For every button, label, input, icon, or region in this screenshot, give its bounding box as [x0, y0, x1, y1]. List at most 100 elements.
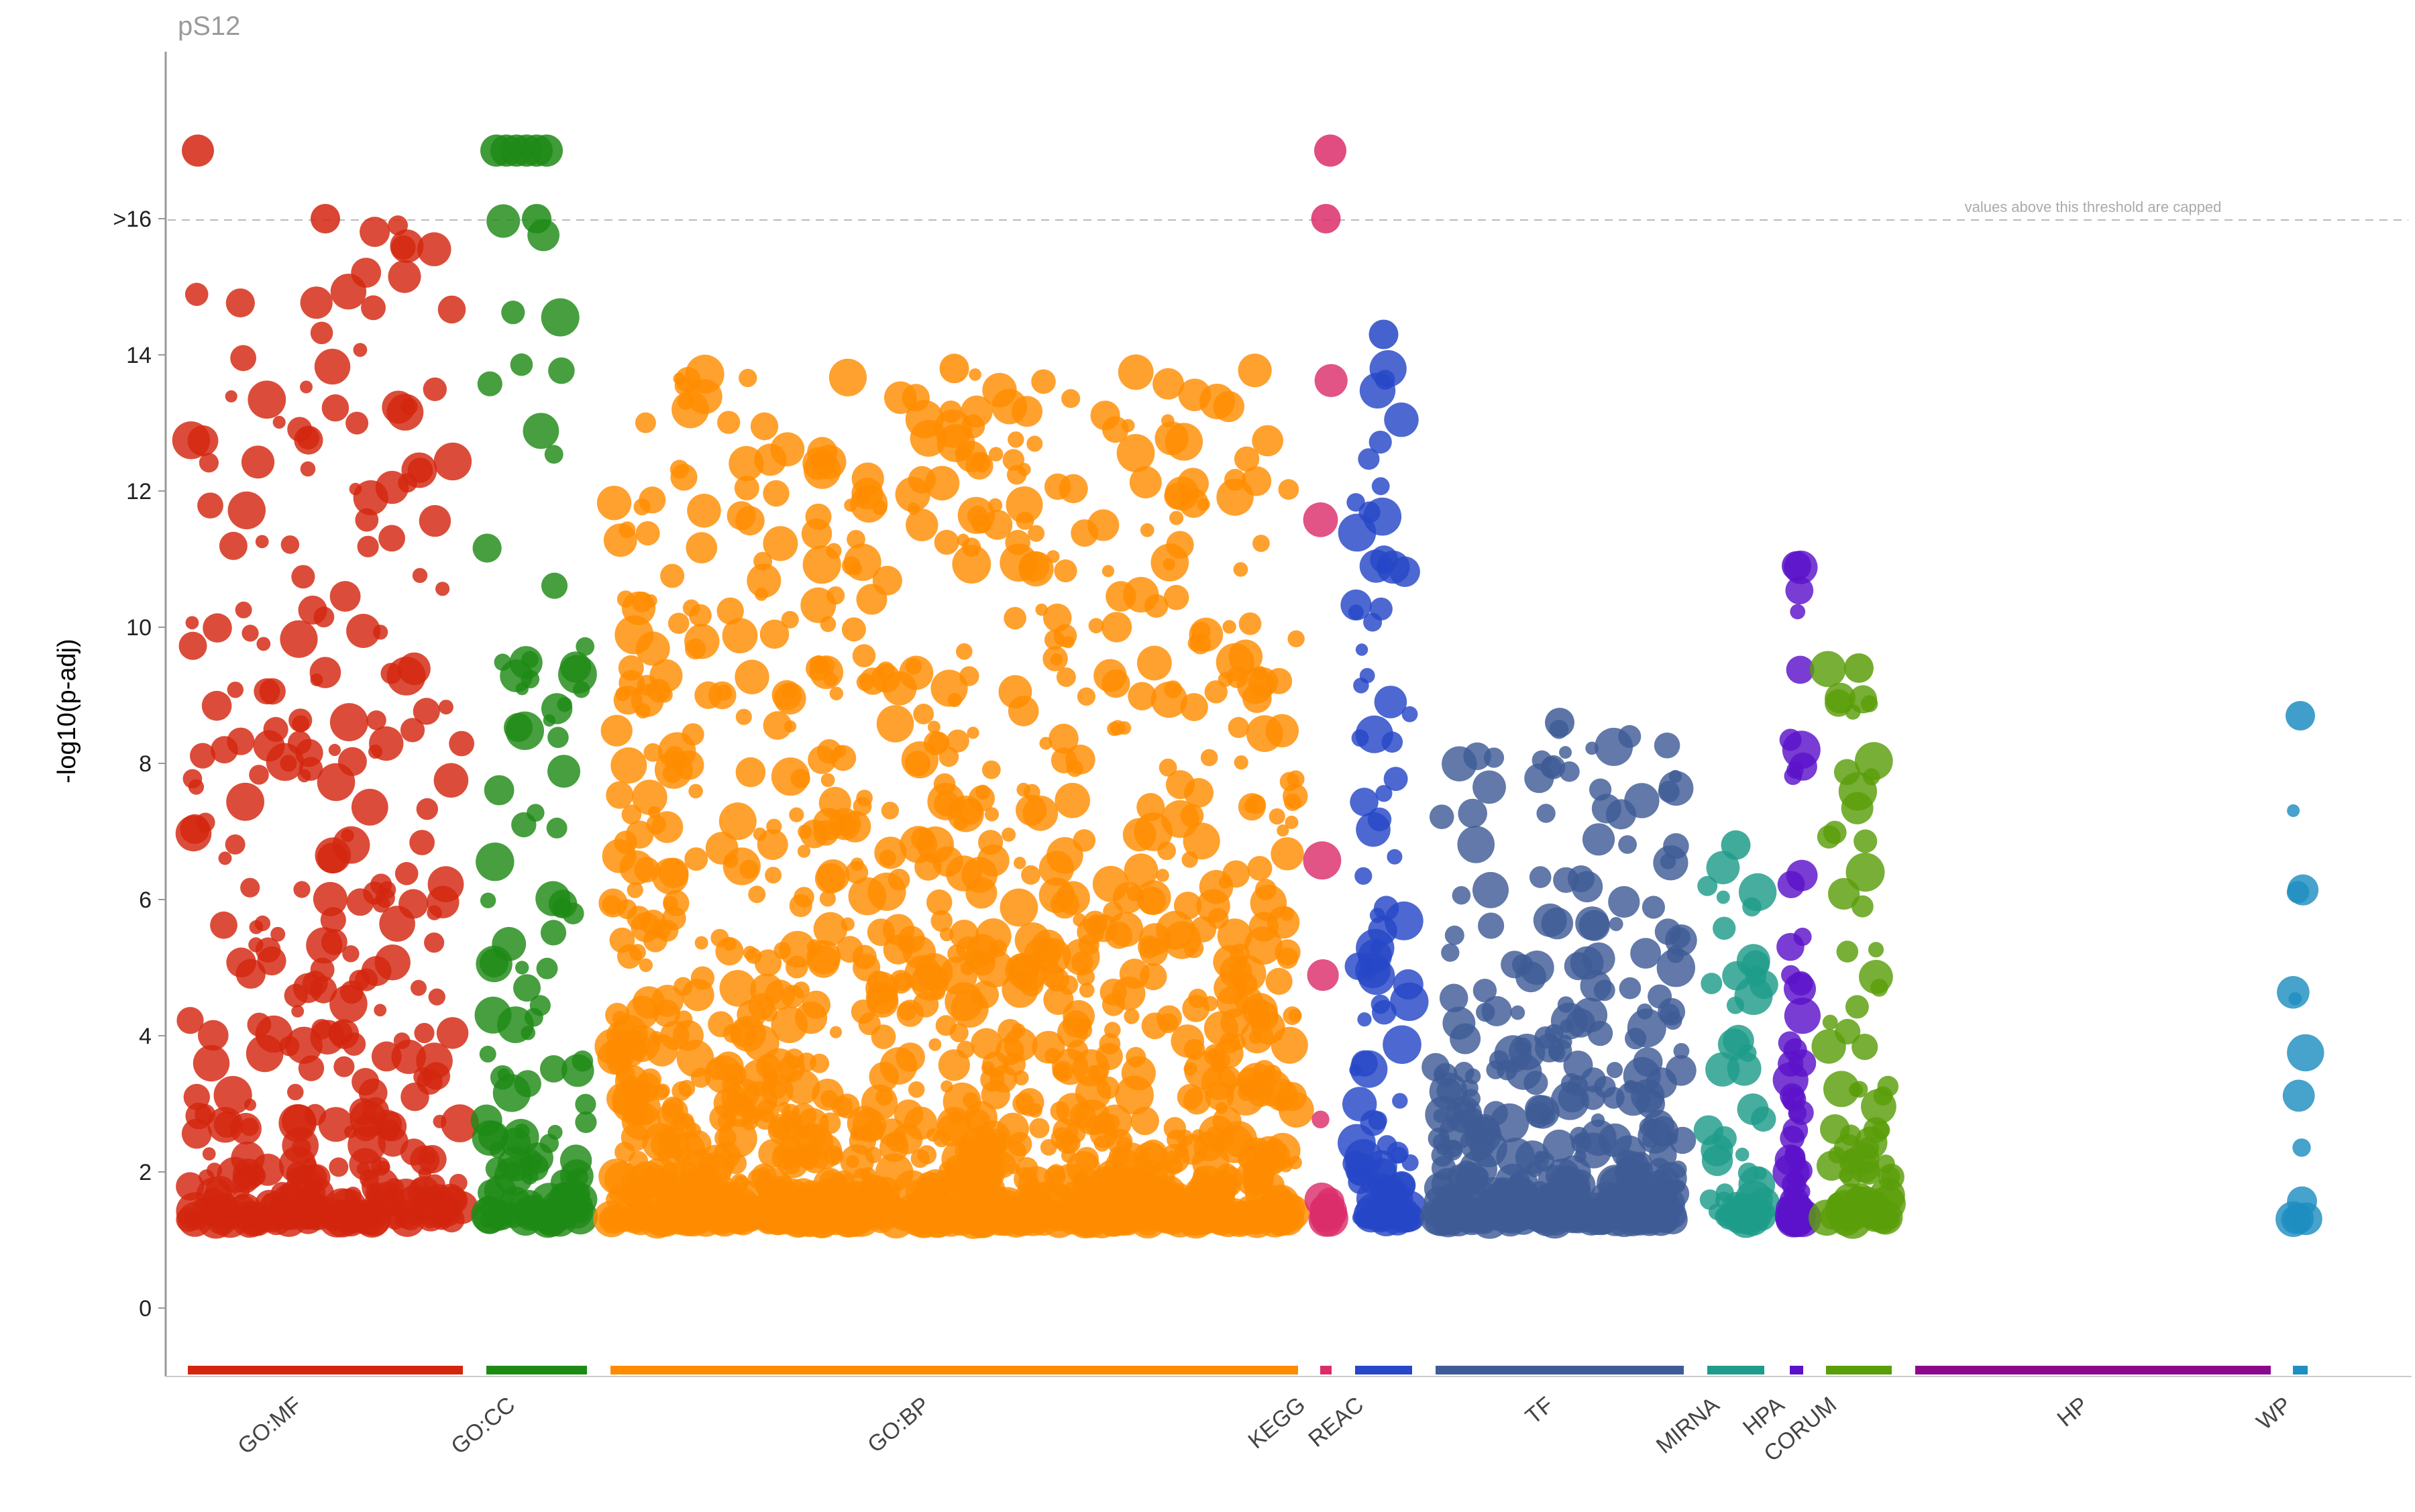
data-point — [1444, 925, 1464, 945]
data-point — [1079, 982, 1095, 998]
data-point — [661, 1098, 688, 1126]
data-point — [679, 1188, 715, 1225]
data-point — [1056, 667, 1076, 687]
data-point — [602, 895, 622, 915]
y-tick-label: 4 — [139, 1024, 152, 1049]
data-point — [1156, 910, 1195, 950]
data-point — [436, 1017, 469, 1049]
data-point — [741, 1113, 759, 1131]
data-point — [1373, 896, 1399, 921]
data-point — [236, 1201, 272, 1237]
data-point — [1784, 1210, 1801, 1226]
data-point — [505, 711, 544, 751]
data-point — [341, 1207, 366, 1232]
data-point — [773, 1145, 786, 1158]
data-point — [1031, 369, 1056, 394]
data-point — [347, 1126, 386, 1165]
data-point — [374, 944, 411, 981]
data-point — [1587, 1201, 1620, 1234]
data-point — [1346, 493, 1365, 512]
data-point — [1823, 820, 1847, 845]
data-point — [1038, 851, 1074, 886]
data-point — [596, 486, 632, 521]
data-point-capped — [182, 134, 214, 167]
data-point — [722, 618, 758, 653]
data-point — [1642, 896, 1665, 919]
data-point — [328, 743, 341, 757]
data-point — [773, 942, 792, 959]
data-point — [1204, 680, 1228, 704]
data-point — [1605, 799, 1636, 830]
data-point — [984, 807, 1000, 822]
data-point — [619, 850, 654, 885]
data-point — [301, 1165, 327, 1191]
data-point — [739, 859, 759, 879]
data-point — [1536, 804, 1556, 823]
data-point — [1464, 1068, 1481, 1085]
data-point — [879, 849, 896, 867]
data-point — [201, 690, 232, 721]
data-point — [802, 990, 830, 1019]
data-point — [329, 985, 368, 1023]
data-point — [1063, 1000, 1095, 1032]
data-point — [734, 476, 759, 500]
data-point — [600, 714, 633, 747]
data-point — [962, 1125, 999, 1162]
data-point — [875, 1088, 893, 1106]
data-point — [418, 1167, 431, 1181]
data-point — [938, 956, 977, 995]
data-point — [287, 731, 312, 755]
data-point — [1825, 689, 1853, 717]
data-point — [480, 1211, 497, 1228]
data-point — [421, 1184, 455, 1218]
data-point-capped — [531, 134, 563, 167]
data-point — [416, 1042, 453, 1079]
data-point — [1738, 873, 1777, 912]
data-point — [1442, 1006, 1476, 1040]
data-point — [248, 380, 286, 419]
data-point — [1390, 982, 1429, 1022]
data-point — [437, 295, 466, 324]
data-point — [366, 710, 386, 731]
data-point — [1563, 1050, 1593, 1081]
data-point — [484, 775, 515, 806]
data-point — [1246, 794, 1266, 814]
data-point — [1734, 977, 1773, 1016]
data-point — [183, 1083, 210, 1111]
data-point — [492, 926, 527, 961]
data-point — [1142, 1184, 1161, 1202]
data-point — [1539, 1207, 1555, 1224]
data-point — [1118, 721, 1132, 735]
data-point — [1701, 1144, 1733, 1177]
data-point — [314, 348, 351, 385]
data-point — [835, 814, 857, 836]
data-point — [411, 979, 427, 996]
data-point — [441, 1104, 479, 1142]
data-point — [1184, 1184, 1202, 1201]
data-point — [896, 1042, 925, 1072]
data-point — [1654, 1162, 1687, 1195]
data-point — [852, 644, 876, 667]
data-point — [1180, 804, 1204, 828]
data-point — [826, 543, 842, 559]
data-point — [981, 760, 1001, 779]
data-point — [1141, 1012, 1169, 1040]
data-point — [637, 1197, 653, 1214]
data-point — [1016, 782, 1030, 797]
data-point — [617, 944, 642, 969]
data-point — [249, 920, 264, 934]
data-point — [489, 1142, 506, 1158]
data-point — [190, 743, 216, 769]
data-point — [1160, 1144, 1190, 1173]
data-point — [735, 506, 765, 536]
data-point — [851, 478, 883, 510]
data-point — [762, 1071, 777, 1086]
data-point — [225, 390, 237, 403]
data-point — [1018, 551, 1054, 587]
data-point — [1431, 1144, 1454, 1167]
data-point — [300, 461, 316, 477]
data-point — [1252, 535, 1270, 552]
data-point — [1517, 1041, 1531, 1055]
data-point — [1391, 1191, 1428, 1226]
data-point — [195, 812, 215, 832]
